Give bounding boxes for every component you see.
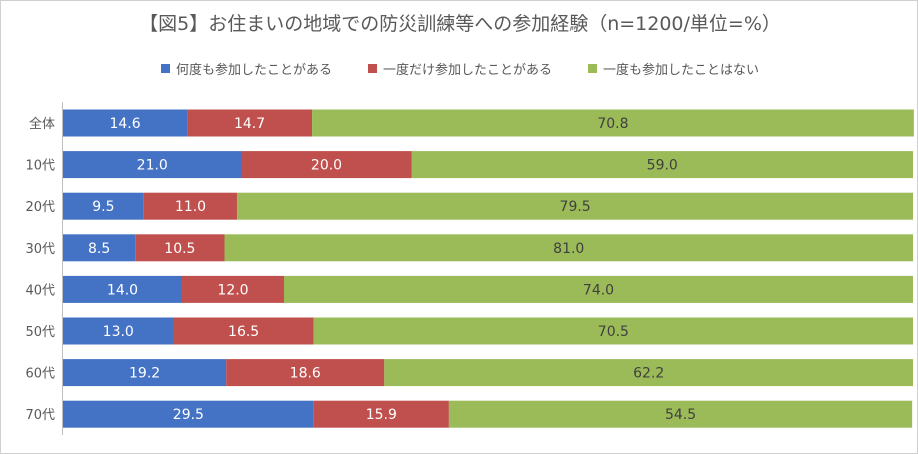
- bar-segment-never: [448, 400, 913, 428]
- data-label-once: 16.5: [228, 324, 259, 340]
- legend-item-once: 一度だけ参加したことがある: [367, 59, 552, 78]
- data-label-many-times: 13.0: [103, 324, 134, 340]
- bar-segment-once: [187, 109, 313, 137]
- data-label-never: 81.0: [553, 241, 584, 257]
- bar-segment-never: [384, 359, 913, 387]
- bar-segment-many-times: [63, 192, 144, 220]
- bar-segment-many-times: [63, 317, 174, 345]
- bar-segment-never: [313, 317, 913, 345]
- bar-segment-once: [135, 234, 225, 262]
- data-label-never: 62.2: [633, 366, 664, 382]
- data-label-many-times: 29.5: [173, 407, 204, 423]
- bar-segment-many-times: [63, 109, 188, 137]
- data-label-many-times: 9.5: [92, 199, 114, 215]
- y-tick-label: 20代: [25, 200, 55, 215]
- data-label-never: 70.8: [597, 116, 628, 132]
- data-label-once: 15.9: [366, 407, 397, 423]
- legend-item-many-times: 何度も参加したことがある: [160, 59, 332, 78]
- data-label-once: 10.5: [164, 241, 195, 257]
- data-label-once: 20.0: [311, 158, 342, 174]
- bar-segment-once: [313, 400, 449, 428]
- data-label-never: 59.0: [647, 158, 678, 174]
- data-label-many-times: 8.5: [88, 241, 110, 257]
- legend-label-many-times: 何度も参加したことがある: [175, 63, 332, 78]
- bar-segment-never: [411, 151, 913, 179]
- bar-segment-many-times: [63, 359, 227, 387]
- data-label-once: 12.0: [217, 282, 248, 298]
- bar-segment-once: [226, 359, 385, 387]
- data-label-never: 70.5: [598, 324, 629, 340]
- data-label-many-times: 14.6: [109, 116, 140, 132]
- bar-segment-many-times: [63, 275, 182, 303]
- bar-segment-once: [182, 275, 284, 303]
- legend-label-never: 一度も参加したことはない: [603, 63, 760, 78]
- bar-segment-once: [241, 151, 412, 179]
- y-tick-label: 60代: [25, 367, 55, 382]
- y-tick-label: 30代: [25, 242, 55, 257]
- bar-segment-never: [224, 234, 913, 262]
- chart-title: 【図5】お住まいの地域での防災訓練等への参加経験（n=1200/単位=%）: [139, 13, 781, 35]
- bar-segment-once: [143, 192, 238, 220]
- bar-segment-once: [173, 317, 314, 345]
- bar-segment-never: [237, 192, 913, 220]
- bar-segment-many-times: [63, 234, 136, 262]
- y-tick-label: 全体: [29, 116, 55, 132]
- bar-segment-many-times: [63, 400, 314, 428]
- data-label-once: 14.7: [234, 116, 265, 132]
- data-label-many-times: 14.0: [107, 282, 138, 298]
- y-tick-label: 10代: [25, 159, 55, 174]
- legend: 何度も参加したことがある 一度だけ参加したことがある 一度も参加したことはない: [1, 59, 918, 78]
- data-label-many-times: 21.0: [137, 158, 168, 174]
- y-tick-label: 50代: [25, 325, 55, 340]
- data-label-many-times: 19.2: [129, 366, 160, 382]
- bar-segment-many-times: [63, 151, 242, 179]
- legend-label-once: 一度だけ参加したことがある: [382, 63, 552, 78]
- y-tick-label: 70代: [25, 408, 55, 423]
- data-label-once: 11.0: [175, 199, 206, 215]
- y-tick-label: 40代: [25, 283, 55, 298]
- legend-swatch-never: [588, 64, 597, 73]
- legend-swatch-once: [367, 64, 377, 73]
- legend-swatch-many-times: [160, 64, 170, 73]
- bar-segment-never: [312, 109, 914, 137]
- data-label-never: 79.5: [560, 199, 591, 215]
- data-label-never: 74.0: [583, 282, 614, 298]
- bar-segment-never: [284, 275, 913, 303]
- data-label-never: 54.5: [665, 407, 696, 423]
- legend-item-never: 一度も参加したことはない: [588, 59, 759, 78]
- data-label-once: 18.6: [290, 366, 321, 382]
